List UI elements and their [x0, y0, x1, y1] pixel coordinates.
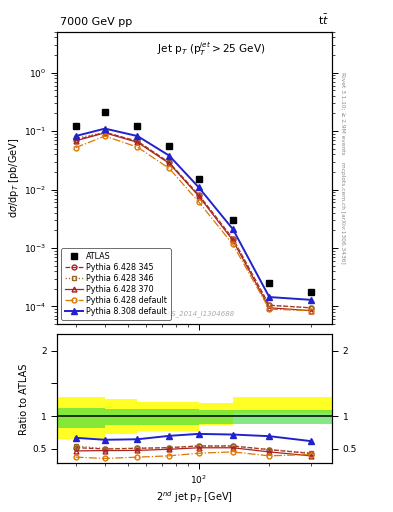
Pythia 8.308 default: [73, 133, 78, 139]
Line: ATLAS: ATLAS: [72, 109, 314, 295]
Legend: ATLAS, Pythia 6.428 345, Pythia 6.428 346, Pythia 6.428 370, Pythia 6.428 defaul: ATLAS, Pythia 6.428 345, Pythia 6.428 34…: [61, 248, 171, 320]
Pythia 6.428 346: [231, 236, 235, 242]
Text: ATLAS_2014_I1304688: ATLAS_2014_I1304688: [154, 310, 235, 317]
Pythia 6.428 346: [135, 138, 140, 144]
Line: Pythia 8.308 default: Pythia 8.308 default: [72, 125, 314, 303]
Text: 7000 GeV pp: 7000 GeV pp: [60, 17, 132, 27]
Pythia 6.428 370: [196, 193, 201, 199]
Line: Pythia 6.428 default: Pythia 6.428 default: [73, 134, 313, 313]
Pythia 6.428 345: [231, 236, 235, 242]
Pythia 6.428 370: [267, 305, 272, 311]
Text: Jet p$_T$ (p$_T^{jet}$$>$25 GeV): Jet p$_T$ (p$_T^{jet}$$>$25 GeV): [157, 40, 265, 58]
Pythia 8.308 default: [309, 297, 313, 303]
Y-axis label: Ratio to ATLAS: Ratio to ATLAS: [19, 363, 29, 435]
ATLAS: [167, 143, 171, 150]
Pythia 6.428 default: [103, 133, 107, 139]
Pythia 6.428 default: [196, 199, 201, 205]
Pythia 6.428 345: [73, 137, 78, 143]
ATLAS: [103, 109, 107, 115]
ATLAS: [135, 123, 140, 130]
Pythia 8.308 default: [167, 153, 171, 159]
ATLAS: [196, 176, 201, 182]
Pythia 6.428 370: [73, 138, 78, 144]
Pythia 8.308 default: [135, 133, 140, 139]
Line: Pythia 6.428 370: Pythia 6.428 370: [73, 131, 313, 313]
Pythia 6.428 default: [135, 144, 140, 150]
ATLAS: [73, 123, 78, 130]
X-axis label: 2$^{nd}$ jet p$_T$ [GeV]: 2$^{nd}$ jet p$_T$ [GeV]: [156, 489, 233, 505]
Pythia 6.428 346: [103, 129, 107, 135]
Pythia 6.428 345: [135, 138, 140, 144]
Pythia 6.428 default: [73, 144, 78, 151]
Pythia 6.428 346: [267, 302, 272, 308]
Pythia 6.428 346: [73, 135, 78, 141]
Pythia 6.428 346: [309, 305, 313, 311]
Pythia 6.428 370: [103, 130, 107, 136]
Pythia 6.428 346: [167, 159, 171, 165]
Pythia 6.428 370: [231, 237, 235, 243]
ATLAS: [231, 217, 235, 223]
Pythia 6.428 default: [309, 308, 313, 314]
ATLAS: [267, 280, 272, 286]
Pythia 6.428 345: [196, 191, 201, 198]
ATLAS: [309, 288, 313, 294]
Text: mcplots.cern.ch [arXiv:1306.3436]: mcplots.cern.ch [arXiv:1306.3436]: [340, 162, 345, 264]
Text: Rivet 3.1.10; ≥ 2.9M events: Rivet 3.1.10; ≥ 2.9M events: [340, 72, 345, 155]
Pythia 6.428 346: [196, 191, 201, 198]
Line: Pythia 6.428 345: Pythia 6.428 345: [73, 130, 313, 310]
Line: Pythia 6.428 346: Pythia 6.428 346: [73, 130, 313, 310]
Pythia 8.308 default: [103, 125, 107, 132]
Pythia 8.308 default: [267, 294, 272, 300]
Pythia 8.308 default: [196, 184, 201, 190]
Pythia 6.428 370: [167, 160, 171, 166]
Pythia 6.428 default: [167, 165, 171, 172]
Pythia 6.428 default: [231, 241, 235, 247]
Pythia 6.428 370: [135, 139, 140, 145]
Text: t$\bar{t}$: t$\bar{t}$: [318, 13, 329, 27]
Pythia 6.428 default: [267, 306, 272, 312]
Y-axis label: d$\sigma$/dp$_T$ [pb/GeV]: d$\sigma$/dp$_T$ [pb/GeV]: [7, 138, 21, 218]
Pythia 6.428 345: [103, 129, 107, 135]
Pythia 6.428 345: [309, 305, 313, 311]
Pythia 6.428 345: [267, 302, 272, 308]
Pythia 8.308 default: [231, 226, 235, 232]
Pythia 6.428 370: [309, 308, 313, 314]
Pythia 6.428 345: [167, 159, 171, 165]
